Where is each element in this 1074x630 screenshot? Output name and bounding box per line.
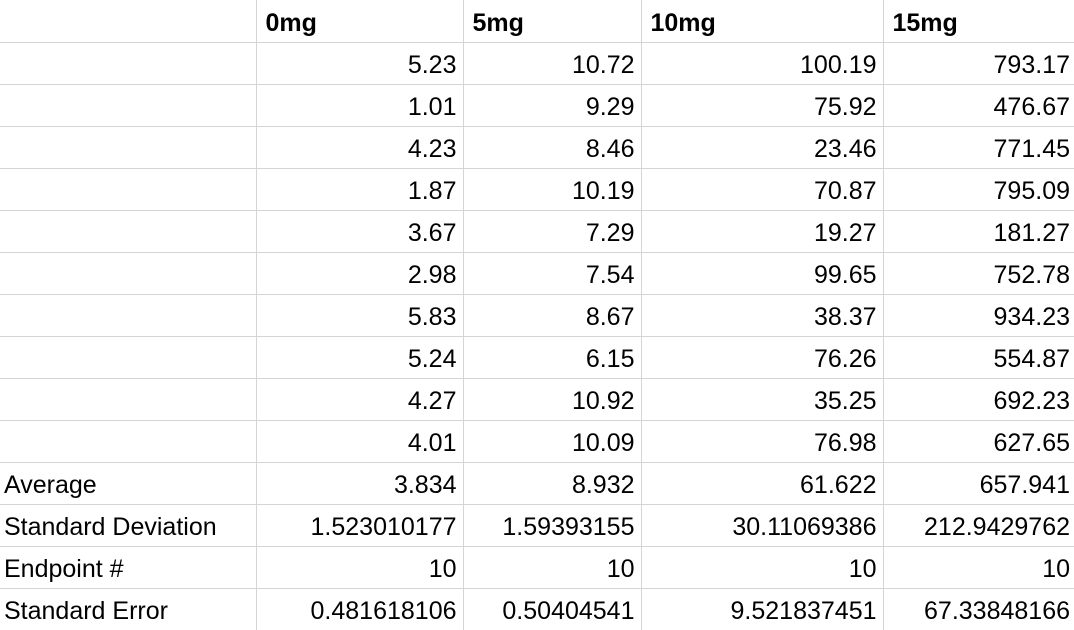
row-label-cell[interactable] (0, 378, 257, 421)
value-cell[interactable]: 70.87 (641, 168, 884, 211)
value-cell[interactable]: 0.50404541 (463, 588, 642, 630)
value-cell[interactable]: 5.83 (256, 294, 464, 337)
table-row: 4.23 8.46 23.46 771.45 (0, 126, 1074, 169)
row-label-cell[interactable] (0, 252, 257, 295)
value-cell[interactable]: 76.98 (641, 420, 884, 463)
column-header-0mg[interactable]: 0mg (256, 0, 464, 43)
value-cell[interactable]: 10 (463, 546, 642, 589)
table-row: 5.24 6.15 76.26 554.87 (0, 336, 1074, 379)
value-cell[interactable]: 3.834 (256, 462, 464, 505)
row-label-cell[interactable]: Standard Error (0, 588, 257, 630)
value-cell[interactable]: 934.23 (883, 294, 1074, 337)
table-body: 5.23 10.72 100.19 793.17 1.01 9.29 75.92 476.67… (0, 42, 1074, 630)
row-label-cell[interactable] (0, 42, 257, 85)
table-row: 3.67 7.29 19.27 181.27 (0, 210, 1074, 253)
value-cell[interactable]: 99.65 (641, 252, 884, 295)
value-cell[interactable]: 627.65 (883, 420, 1074, 463)
row-label-cell[interactable]: Standard Deviation (0, 504, 257, 547)
value-cell[interactable]: 10.19 (463, 168, 642, 211)
value-cell[interactable]: 1.87 (256, 168, 464, 211)
value-cell[interactable]: 554.87 (883, 336, 1074, 379)
corner-cell[interactable] (0, 0, 257, 43)
table-row: 4.01 10.09 76.98 627.65 (0, 420, 1074, 463)
table-row: 1.01 9.29 75.92 476.67 (0, 84, 1074, 127)
value-cell[interactable]: 38.37 (641, 294, 884, 337)
value-cell[interactable]: 10.72 (463, 42, 642, 85)
value-cell[interactable]: 8.46 (463, 126, 642, 169)
value-cell[interactable]: 8.67 (463, 294, 642, 337)
value-cell[interactable]: 35.25 (641, 378, 884, 421)
value-cell[interactable]: 2.98 (256, 252, 464, 295)
table-row: 2.98 7.54 99.65 752.78 (0, 252, 1074, 295)
value-cell[interactable]: 10 (641, 546, 884, 589)
summary-row: Endpoint #10 10 10 10 (0, 546, 1074, 589)
value-cell[interactable]: 23.46 (641, 126, 884, 169)
value-cell[interactable]: 4.23 (256, 126, 464, 169)
value-cell[interactable]: 793.17 (883, 42, 1074, 85)
summary-row: Standard Deviation 1.523010177 1.59393155 3… (0, 504, 1074, 547)
table-row: 1.87 10.19 70.87 795.09 (0, 168, 1074, 211)
value-cell[interactable]: 100.19 (641, 42, 884, 85)
value-cell[interactable]: 476.67 (883, 84, 1074, 127)
value-cell[interactable]: 657.941 (883, 462, 1074, 505)
row-label-cell[interactable] (0, 210, 257, 253)
row-label-cell[interactable]: Average (0, 462, 257, 505)
column-header-5mg[interactable]: 5mg (463, 0, 642, 43)
value-cell[interactable]: 5.24 (256, 336, 464, 379)
table-row: 5.23 10.72 100.19 793.17 (0, 42, 1074, 85)
value-cell[interactable]: 67.33848166 (883, 588, 1074, 630)
value-cell[interactable]: 10.92 (463, 378, 642, 421)
value-cell[interactable]: 4.01 (256, 420, 464, 463)
value-cell[interactable]: 0.481618106 (256, 588, 464, 630)
value-cell[interactable]: 7.29 (463, 210, 642, 253)
value-cell[interactable]: 181.27 (883, 210, 1074, 253)
table-row: 4.27 10.92 35.25 692.23 (0, 378, 1074, 421)
value-cell[interactable]: 4.27 (256, 378, 464, 421)
row-label-cell[interactable] (0, 420, 257, 463)
row-label-cell[interactable] (0, 84, 257, 127)
value-cell[interactable]: 795.09 (883, 168, 1074, 211)
summary-row: Average 3.834 8.932 61.622 657.941 (0, 462, 1074, 505)
value-cell[interactable]: 6.15 (463, 336, 642, 379)
row-label-cell[interactable]: Endpoint # (0, 546, 257, 589)
row-label-cell[interactable] (0, 336, 257, 379)
column-header-15mg[interactable]: 15mg (883, 0, 1074, 43)
summary-row: Standard Error 0.481618106 0.50404541 9.521… (0, 588, 1074, 630)
value-cell[interactable]: 1.01 (256, 84, 464, 127)
value-cell[interactable]: 771.45 (883, 126, 1074, 169)
table-row: 5.83 8.67 38.37 934.23 (0, 294, 1074, 337)
row-label-cell[interactable] (0, 126, 257, 169)
value-cell[interactable]: 30.11069386 (641, 504, 884, 547)
header-row: 0mg 5mg 10mg 15mg (0, 0, 1074, 43)
value-cell[interactable]: 10 (256, 546, 464, 589)
row-label-cell[interactable] (0, 294, 257, 337)
value-cell[interactable]: 75.92 (641, 84, 884, 127)
value-cell[interactable]: 752.78 (883, 252, 1074, 295)
value-cell[interactable]: 5.23 (256, 42, 464, 85)
row-label-cell[interactable] (0, 168, 257, 211)
value-cell[interactable]: 19.27 (641, 210, 884, 253)
value-cell[interactable]: 9.521837451 (641, 588, 884, 630)
value-cell[interactable]: 3.67 (256, 210, 464, 253)
value-cell[interactable]: 61.622 (641, 462, 884, 505)
value-cell[interactable]: 76.26 (641, 336, 884, 379)
value-cell[interactable]: 10.09 (463, 420, 642, 463)
value-cell[interactable]: 1.523010177 (256, 504, 464, 547)
value-cell[interactable]: 1.59393155 (463, 504, 642, 547)
value-cell[interactable]: 10 (883, 546, 1074, 589)
value-cell[interactable]: 212.9429762 (883, 504, 1074, 547)
column-header-10mg[interactable]: 10mg (641, 0, 884, 43)
value-cell[interactable]: 8.932 (463, 462, 642, 505)
value-cell[interactable]: 9.29 (463, 84, 642, 127)
value-cell[interactable]: 7.54 (463, 252, 642, 295)
value-cell[interactable]: 692.23 (883, 378, 1074, 421)
